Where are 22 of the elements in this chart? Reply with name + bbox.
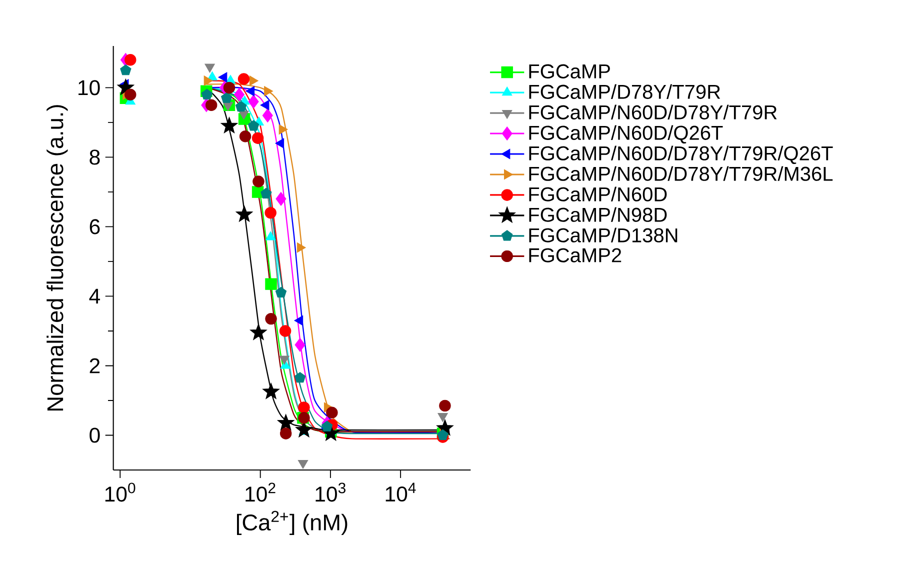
legend-label: FGCaMP/D78Y/T79R [529,84,720,99]
x-tick-label: 10$^{2}$ [246,482,276,502]
legend-label: FGCaMP/N60D/D78Y/T79R/Q26T [529,146,833,164]
x-axis-title: [Ca$^{2+}$] (nM) [237,510,348,535]
y-tick-label: 2 [90,358,100,374]
legend-label: FGCaMP/D138N [529,228,678,242]
x-tick-label: 10$^{0}$ [105,482,136,502]
y-tick-label: 8 [90,150,100,165]
legend-label: FGCaMP/N60D/D78Y/T79R [529,104,777,120]
y-tick-label: 6 [90,219,100,234]
legend-label: FGCaMP/N60D [529,186,667,202]
legend-label: FGCaMP/N98D [529,207,667,222]
y-axis-title: Normalized fluorescence (a.u.) [46,105,68,410]
legend-label: FGCaMP/N60D/D78Y/T79R/M36L [529,166,833,181]
y-tick-label: 10 [78,80,100,96]
x-tick-label: 10$^{3}$ [316,482,346,502]
legend-label: FGCaMP [529,64,610,78]
legend-label: FGCaMP2 [529,248,622,262]
y-tick-label: 0 [90,428,100,443]
legend-label: FGCaMP/N60D/Q26T [529,125,723,144]
x-tick-label: 10$^{4}$ [386,482,416,502]
y-tick-label: 4 [89,288,100,304]
